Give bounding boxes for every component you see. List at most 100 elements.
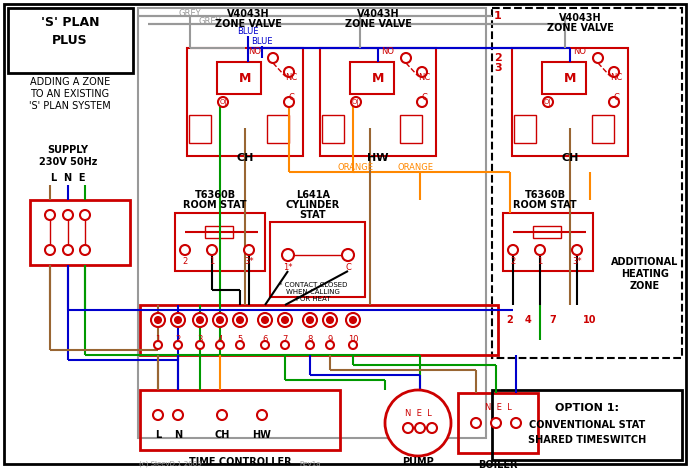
Circle shape bbox=[233, 313, 247, 327]
Circle shape bbox=[351, 97, 361, 107]
Text: STAT: STAT bbox=[299, 210, 326, 220]
Circle shape bbox=[258, 313, 272, 327]
Text: ADDING A ZONE: ADDING A ZONE bbox=[30, 77, 110, 87]
Text: M: M bbox=[239, 72, 251, 85]
Text: 5: 5 bbox=[237, 336, 243, 344]
Text: 2: 2 bbox=[494, 53, 502, 63]
Circle shape bbox=[174, 341, 182, 349]
Text: CYLINDER: CYLINDER bbox=[286, 200, 340, 210]
Text: 4: 4 bbox=[217, 336, 223, 344]
Text: NO: NO bbox=[248, 47, 262, 57]
Circle shape bbox=[350, 317, 356, 323]
Circle shape bbox=[193, 313, 207, 327]
Text: ZONE VALVE: ZONE VALVE bbox=[215, 19, 282, 29]
Text: TIME CONTROLLER: TIME CONTROLLER bbox=[188, 457, 291, 467]
Text: M: M bbox=[564, 72, 576, 85]
Bar bbox=[400, 115, 422, 143]
Text: BLUE: BLUE bbox=[237, 28, 259, 37]
Text: BLUE: BLUE bbox=[251, 37, 273, 46]
Text: M: M bbox=[372, 72, 384, 85]
Text: N: N bbox=[174, 430, 182, 440]
Text: OPTION 1:: OPTION 1: bbox=[555, 403, 619, 413]
Circle shape bbox=[609, 67, 619, 77]
Circle shape bbox=[80, 210, 90, 220]
Circle shape bbox=[151, 313, 165, 327]
Text: CH: CH bbox=[236, 153, 254, 163]
Bar bbox=[514, 115, 536, 143]
Text: O|: O| bbox=[544, 98, 552, 105]
Circle shape bbox=[593, 53, 603, 63]
Text: ORANGE: ORANGE bbox=[337, 163, 373, 173]
Circle shape bbox=[175, 317, 181, 323]
Circle shape bbox=[196, 341, 204, 349]
Text: ZONE VALVE: ZONE VALVE bbox=[344, 19, 411, 29]
Circle shape bbox=[257, 410, 267, 420]
Circle shape bbox=[45, 245, 55, 255]
Circle shape bbox=[511, 418, 521, 428]
Text: V4043H: V4043H bbox=[227, 9, 269, 19]
Text: PLUS: PLUS bbox=[52, 34, 88, 46]
Text: 10: 10 bbox=[348, 336, 358, 344]
Circle shape bbox=[282, 317, 288, 323]
Bar bbox=[140, 390, 340, 450]
Bar bbox=[187, 48, 303, 156]
Text: 'S' PLAN: 'S' PLAN bbox=[41, 16, 99, 29]
Circle shape bbox=[154, 341, 162, 349]
Circle shape bbox=[217, 317, 223, 323]
Bar bbox=[492, 8, 682, 358]
Bar bbox=[533, 226, 561, 238]
Text: HW: HW bbox=[253, 430, 271, 440]
Circle shape bbox=[207, 245, 217, 255]
Bar bbox=[592, 115, 614, 143]
Circle shape bbox=[171, 313, 185, 327]
Circle shape bbox=[155, 317, 161, 323]
Text: 1: 1 bbox=[209, 257, 215, 266]
Circle shape bbox=[327, 317, 333, 323]
Text: ROOM STAT: ROOM STAT bbox=[183, 200, 247, 210]
Text: ROOM STAT: ROOM STAT bbox=[513, 200, 577, 210]
Text: N  E  L: N E L bbox=[404, 409, 431, 417]
Text: O|: O| bbox=[219, 98, 227, 105]
Text: C: C bbox=[345, 263, 351, 272]
Circle shape bbox=[346, 313, 360, 327]
Circle shape bbox=[307, 317, 313, 323]
Text: 3*: 3* bbox=[244, 257, 254, 266]
Circle shape bbox=[303, 313, 317, 327]
Circle shape bbox=[216, 341, 224, 349]
Text: 'S' PLAN SYSTEM: 'S' PLAN SYSTEM bbox=[29, 101, 111, 111]
Bar bbox=[270, 222, 365, 297]
Circle shape bbox=[63, 210, 73, 220]
Bar bbox=[320, 48, 436, 156]
Bar bbox=[140, 305, 498, 355]
Circle shape bbox=[572, 245, 582, 255]
Text: FOR HEAT: FOR HEAT bbox=[296, 296, 331, 302]
Text: 9: 9 bbox=[327, 336, 333, 344]
Circle shape bbox=[326, 341, 334, 349]
Bar bbox=[175, 213, 265, 271]
Bar bbox=[542, 62, 586, 94]
Bar bbox=[503, 213, 593, 271]
Text: T6360B: T6360B bbox=[524, 190, 566, 200]
Text: CONVENTIONAL STAT: CONVENTIONAL STAT bbox=[529, 420, 645, 430]
Circle shape bbox=[63, 245, 73, 255]
Bar bbox=[512, 48, 628, 156]
Circle shape bbox=[543, 97, 553, 107]
Text: 1*: 1* bbox=[284, 263, 293, 272]
Text: HW: HW bbox=[367, 153, 388, 163]
Text: 3*: 3* bbox=[572, 257, 582, 266]
Text: Rev1a: Rev1a bbox=[299, 461, 321, 467]
Circle shape bbox=[180, 245, 190, 255]
Circle shape bbox=[417, 97, 427, 107]
Text: 7: 7 bbox=[282, 336, 288, 344]
Circle shape bbox=[217, 410, 227, 420]
Circle shape bbox=[261, 341, 269, 349]
Bar bbox=[458, 393, 538, 453]
Bar bbox=[138, 8, 486, 438]
Text: 1: 1 bbox=[155, 336, 161, 344]
Circle shape bbox=[237, 317, 243, 323]
Text: O|: O| bbox=[352, 98, 360, 105]
Circle shape bbox=[415, 423, 425, 433]
Circle shape bbox=[609, 97, 619, 107]
Circle shape bbox=[80, 245, 90, 255]
Text: SUPPLY: SUPPLY bbox=[48, 145, 88, 155]
